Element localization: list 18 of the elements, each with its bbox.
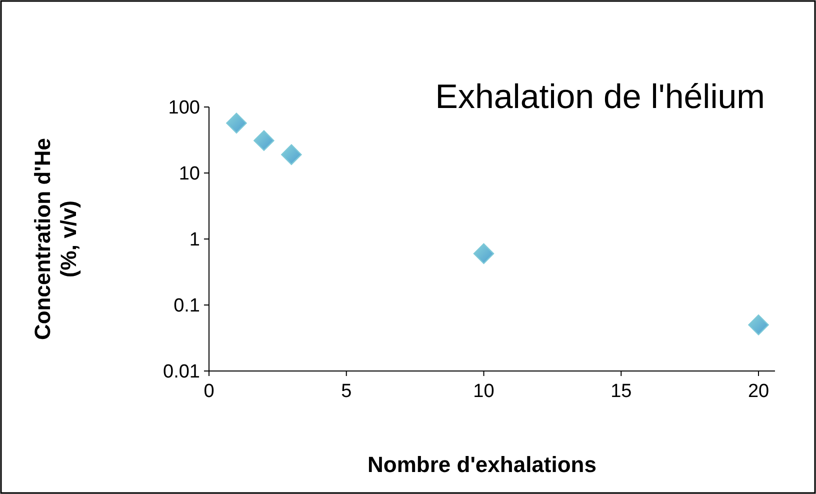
x-tick-label: 10 bbox=[473, 381, 494, 402]
x-tick-label: 0 bbox=[204, 381, 214, 402]
y-tick-label: 1 bbox=[189, 230, 200, 251]
y-tick-label: 0.01 bbox=[163, 362, 200, 383]
point bbox=[748, 314, 769, 336]
point bbox=[254, 130, 274, 151]
y-tick-label: 100 bbox=[168, 98, 200, 119]
point bbox=[226, 112, 247, 134]
x-tick-label: 5 bbox=[341, 381, 352, 402]
chart-title: Exhalation de l'hélium bbox=[435, 78, 765, 116]
y-tick-label: 0.1 bbox=[174, 296, 200, 317]
y-axis-title: Concentration d'He (%, v/v) bbox=[30, 138, 81, 340]
point bbox=[473, 243, 494, 264]
y-tick-label: 10 bbox=[178, 164, 200, 185]
x-tick-label: 20 bbox=[748, 381, 770, 402]
point bbox=[281, 144, 302, 165]
x-axis-title: Nombre d'exhalations bbox=[368, 452, 596, 477]
x-tick-label: 15 bbox=[610, 381, 632, 402]
